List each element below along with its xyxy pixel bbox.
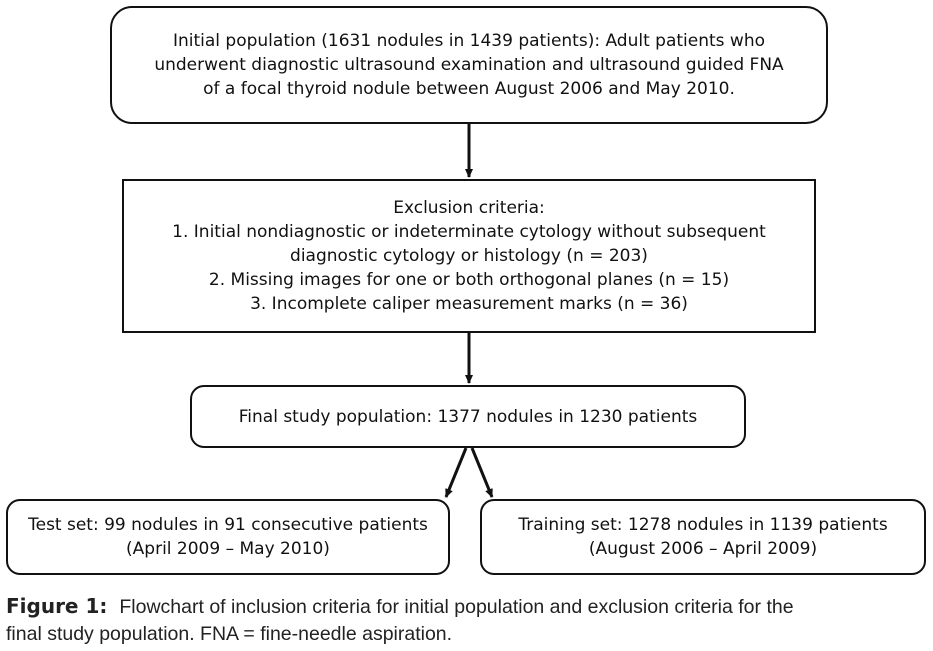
final-population-text: Final study population: 1377 nodules in … — [238, 406, 698, 427]
test-set-line-2: (April 2009 – May 2010) — [126, 539, 330, 559]
exclusion-criteria-title: Exclusion criteria: — [393, 198, 545, 218]
caption-text-line-1: Flowchart of inclusion criteria for init… — [119, 596, 794, 618]
exclusion-criteria-line-2: diagnostic cytology or histology (n = 20… — [290, 246, 648, 266]
initial-population-line-3: of a focal thyroid nodule between August… — [203, 79, 735, 99]
test-set-box: Test set: 99 nodules in 91 consecutive p… — [6, 499, 450, 575]
arrow-final-to-training — [470, 447, 494, 498]
arrow-final-to-test — [444, 447, 468, 498]
initial-population-line-2: underwent diagnostic ultrasound examinat… — [154, 55, 784, 75]
initial-population-box: Initial population (1631 nodules in 1439… — [110, 6, 828, 124]
caption-label: Figure 1: — [6, 594, 108, 618]
exclusion-criteria-box: Exclusion criteria: 1. Initial nondiagno… — [122, 179, 816, 333]
exclusion-criteria-line-3: 2. Missing images for one or both orthog… — [208, 270, 730, 290]
training-set-line-2: (August 2006 – April 2009) — [588, 539, 818, 559]
final-population-box: Final study population: 1377 nodules in … — [190, 385, 746, 448]
test-set-line-1: Test set: 99 nodules in 91 consecutive p… — [28, 515, 428, 535]
caption-line-1: Figure 1: Flowchart of inclusion criteria… — [6, 593, 930, 621]
figure-caption: Figure 1: Flowchart of inclusion criteria… — [6, 593, 930, 648]
training-set-box: Training set: 1278 nodules in 1139 patie… — [480, 499, 926, 575]
caption-text-line-2: final study population. FNA = fine-needl… — [6, 623, 453, 645]
exclusion-criteria-line-1: 1. Initial nondiagnostic or indeterminat… — [172, 222, 766, 242]
training-set-line-1: Training set: 1278 nodules in 1139 patie… — [518, 515, 888, 535]
exclusion-criteria-line-4: 3. Incomplete caliper measurement marks … — [250, 294, 688, 314]
initial-population-line-1: Initial population (1631 nodules in 1439… — [172, 31, 765, 51]
